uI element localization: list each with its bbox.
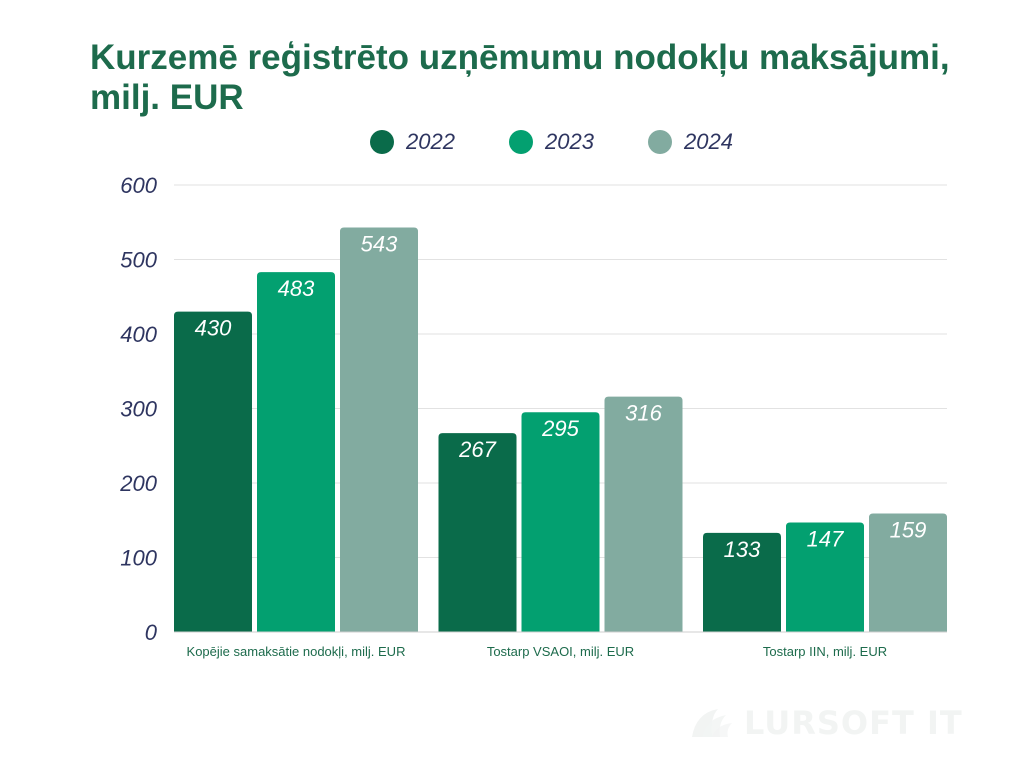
bar [438, 433, 517, 632]
legend-swatch [370, 130, 394, 154]
bar [604, 396, 683, 632]
legend-swatch [509, 130, 533, 154]
y-tick-label: 100 [120, 546, 157, 571]
y-tick-label: 300 [120, 397, 157, 422]
x-category-label: Tostarp IIN, milj. EUR [763, 644, 887, 659]
bar [521, 412, 600, 632]
legend-item-2024: 2024 [648, 124, 733, 160]
y-tick-label: 400 [120, 322, 157, 347]
lursoft-logo: LURSOFT IT [688, 700, 963, 746]
bar-value-label: 147 [807, 526, 844, 551]
bar-value-label: 430 [195, 316, 232, 341]
bar [340, 227, 418, 632]
y-tick-label: 500 [120, 248, 157, 273]
bar [786, 522, 864, 632]
x-category-label: Kopējie samaksātie nodokļi, milj. EUR [187, 644, 406, 659]
legend-label: 2024 [684, 129, 733, 154]
shell-logo-icon [692, 709, 732, 737]
legend-label: 2022 [406, 129, 455, 154]
bar [703, 532, 781, 632]
bar-value-label: 267 [458, 437, 496, 462]
page-title: Kurzemē reģistrēto uzņēmumu nodokļu maks… [90, 38, 950, 117]
legend: 2022 2023 2024 [0, 124, 1024, 160]
legend-swatch [648, 130, 672, 154]
x-category-label: Tostarp VSAOI, milj. EUR [487, 644, 634, 659]
bar-value-label: 483 [278, 276, 315, 301]
y-tick-label: 600 [120, 173, 157, 198]
bar-value-label: 159 [890, 518, 927, 543]
bar [257, 272, 335, 632]
legend-item-2023: 2023 [509, 124, 594, 160]
bar-value-label: 133 [724, 537, 761, 562]
y-tick-label: 0 [145, 620, 158, 645]
legend-label: 2023 [545, 129, 594, 154]
bar-value-label: 543 [361, 231, 398, 256]
bar-value-label: 295 [541, 416, 579, 441]
bar [174, 311, 252, 632]
bar-chart: 0 100 200 300 400 500 600 430 483 543 Kopējie sama… [119, 173, 947, 659]
legend-item-2022: 2022 [370, 124, 455, 160]
y-tick-label: 200 [119, 471, 157, 496]
bar [869, 513, 947, 632]
bar-value-label: 316 [625, 401, 662, 426]
brand-name: LURSOFT IT [744, 704, 963, 742]
